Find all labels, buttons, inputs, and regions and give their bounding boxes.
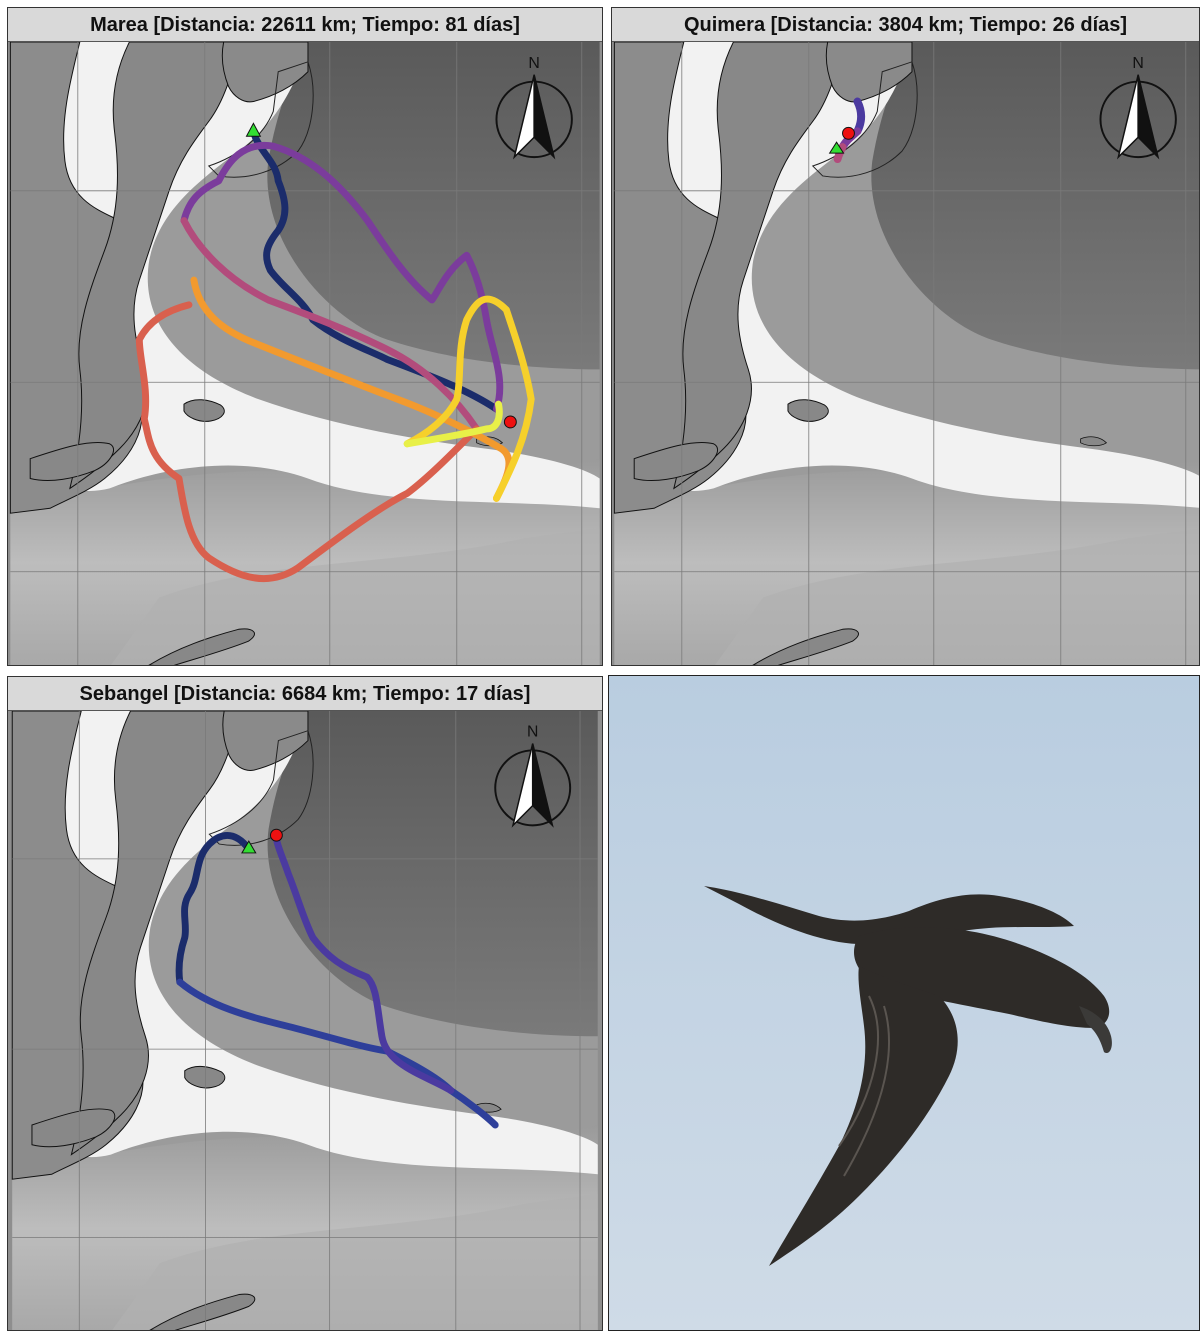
map-quimera: N (613, 42, 1199, 665)
track-segment (403, 400, 503, 448)
track-sebangel (175, 832, 499, 1129)
north-label: N (528, 55, 539, 72)
end-marker (270, 828, 283, 842)
track-marea (135, 127, 535, 583)
map-marea: N (9, 42, 601, 665)
map-sebangel: N (11, 711, 599, 1330)
panel-title-marea: Marea [Distancia: 22611 km; Tiempo: 81 d… (8, 8, 602, 42)
track-segment (853, 97, 866, 136)
start-marker (241, 840, 257, 854)
map-panel-sebangel: Sebangel [Distancia: 6684 km; Tiempo: 17… (7, 676, 603, 1331)
north-arrow: N (495, 55, 573, 159)
bird-photo-image (609, 676, 1199, 1330)
start-marker (245, 122, 262, 137)
track-segment (175, 832, 253, 986)
track-segment (249, 127, 500, 413)
north-arrow: N (1099, 55, 1177, 159)
panel-title-quimera: Quimera [Distancia: 3804 km; Tiempo: 26 … (612, 8, 1199, 42)
panel-title-sebangel: Sebangel [Distancia: 6684 km; Tiempo: 17… (8, 677, 602, 711)
track-segment (135, 301, 481, 583)
track-segment (403, 295, 535, 502)
start-marker (828, 141, 845, 154)
map-panel-quimera: Quimera [Distancia: 3804 km; Tiempo: 26 … (611, 7, 1200, 666)
map-panel-marea: Marea [Distancia: 22611 km; Tiempo: 81 d… (7, 7, 603, 666)
seabird-icon (704, 886, 1112, 1266)
north-arrow: N (494, 724, 572, 827)
track-segment (190, 276, 513, 502)
end-marker (842, 126, 855, 140)
end-marker (503, 415, 517, 429)
track-segment (180, 141, 504, 413)
track-segment (176, 978, 499, 1129)
track-segment (180, 217, 481, 433)
north-label: N (527, 724, 538, 741)
track-segment (272, 835, 455, 1094)
north-label: N (1132, 55, 1143, 72)
bird-photo (608, 675, 1200, 1331)
